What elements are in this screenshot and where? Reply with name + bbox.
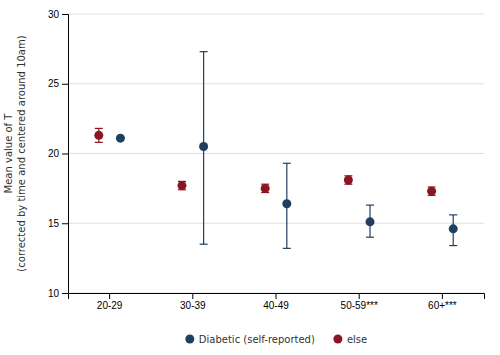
error-bar (283, 163, 291, 248)
error-bar-cap (366, 237, 374, 238)
point (116, 134, 125, 143)
grid-line (68, 14, 484, 15)
error-bar-cap (95, 128, 103, 129)
grid-line (68, 153, 484, 154)
x-tick: 20-29 (97, 293, 123, 311)
x-tick-mark (359, 293, 360, 299)
point (366, 217, 375, 226)
series (94, 128, 436, 195)
y-axis: 10 15 20 25 30 (48, 9, 69, 299)
x-tick: 50-59*** (341, 293, 378, 311)
x-tick-mark (109, 293, 110, 299)
point (427, 187, 436, 196)
legend-item: else (333, 334, 367, 345)
error-bar-cap (449, 214, 457, 215)
point (449, 224, 458, 233)
point (282, 199, 291, 208)
y-tick-mark (62, 154, 68, 155)
x-tick-label: 40-49 (263, 300, 289, 311)
error-bar (428, 187, 436, 195)
error-bar-cap (200, 51, 208, 52)
error-bar-cap (366, 205, 374, 206)
x-tick: 40-49 (263, 293, 289, 311)
legend-swatch (185, 335, 194, 344)
y-axis-title-line: Mean value of T (3, 113, 14, 194)
legend-label: Diabetic (self-reported) (199, 334, 315, 345)
legend-item: Diabetic (self-reported) (185, 334, 315, 345)
x-tick-mark (192, 293, 193, 299)
y-tick-mark (62, 223, 68, 224)
y-tick-mark (62, 293, 68, 294)
x-axis-line (69, 294, 485, 300)
error-bar (95, 128, 103, 142)
x-tick-label: 20-29 (97, 300, 123, 311)
x-tick-label: 30-39 (180, 300, 206, 311)
point (261, 184, 270, 193)
y-tick: 30 (48, 9, 68, 20)
y-axis-line (62, 15, 69, 294)
y-tick-mark (62, 14, 68, 15)
grid (68, 14, 484, 293)
x-tick: 30-39 (180, 293, 206, 311)
y-tick-mark (62, 84, 68, 85)
error-bar-cap (283, 163, 291, 164)
point (199, 142, 208, 151)
error-bar-cap (200, 244, 208, 245)
legend-label: else (347, 334, 367, 345)
series (116, 52, 458, 249)
error-bar (200, 52, 208, 245)
chart: 10 15 20 25 30 20-29 30-39 40-49 50-59*** 60+*** M… (0, 0, 500, 355)
grid-line (68, 83, 484, 84)
plot: 10 15 20 25 30 20-29 30-39 40-49 50-59*** 60+*** (48, 9, 485, 311)
error-bar (449, 215, 457, 246)
grid-line (68, 223, 484, 224)
x-tick-label: 50-59*** (341, 300, 378, 311)
legend-swatch (333, 335, 342, 344)
error-bar-cap (449, 245, 457, 246)
x-tick: 60+*** (428, 293, 457, 311)
legend: Diabetic (self-reported) else (185, 334, 367, 345)
y-tick-label: 20 (48, 148, 60, 159)
y-tick-label: 10 (48, 288, 60, 299)
y-tick-label: 25 (48, 78, 60, 89)
marks (94, 52, 457, 249)
x-axis: 20-29 30-39 40-49 50-59*** 60+*** (69, 293, 485, 311)
y-tick-label: 15 (48, 218, 60, 229)
y-tick: 15 (48, 218, 68, 229)
y-axis-title-line: (corrected by time and centered around 1… (16, 35, 27, 271)
error-bar (366, 205, 374, 237)
error-bar (344, 176, 352, 184)
error-bar (178, 181, 186, 189)
y-tick: 25 (48, 78, 68, 89)
error-bar-cap (283, 248, 291, 249)
point (344, 176, 353, 185)
error-bar-cap (95, 142, 103, 143)
y-tick: 10 (48, 288, 68, 299)
y-axis-title: Mean value of T(corrected by time and ce… (3, 35, 27, 271)
point (94, 131, 103, 140)
error-bar (261, 184, 269, 192)
x-tick-label: 60+*** (428, 300, 457, 311)
point (177, 181, 186, 190)
y-tick: 20 (48, 148, 68, 159)
y-tick-label: 30 (48, 9, 60, 20)
x-tick-mark (442, 293, 443, 299)
x-tick-mark (276, 293, 277, 299)
